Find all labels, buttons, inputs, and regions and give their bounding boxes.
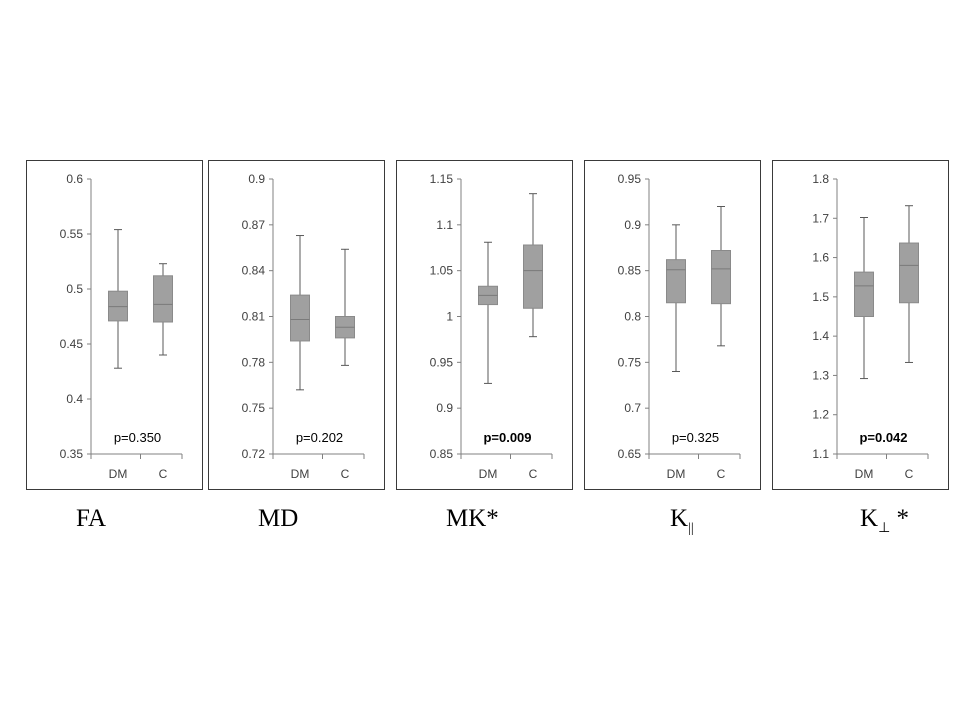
y-tick-label: 0.95 xyxy=(618,172,642,186)
box-dm xyxy=(290,235,310,391)
box-c xyxy=(153,263,173,356)
panel-caption-3: MK* xyxy=(446,505,499,533)
y-tick-label: 0.75 xyxy=(242,401,266,415)
box-dm xyxy=(854,217,874,380)
p-value-label: p=0.202 xyxy=(296,430,343,445)
box-iqr xyxy=(711,250,731,305)
box-iqr xyxy=(290,294,310,342)
y-tick-label: 0.35 xyxy=(60,447,84,461)
box-iqr xyxy=(666,259,686,304)
x-category-label: DM xyxy=(109,467,128,481)
x-category-label: DM xyxy=(667,467,686,481)
y-tick-label: 1.2 xyxy=(812,408,829,422)
x-category-label: DM xyxy=(291,467,310,481)
box-c xyxy=(523,193,543,338)
box-iqr xyxy=(523,244,543,309)
y-tick-label: 0.81 xyxy=(242,310,266,324)
y-tick-label: 1.4 xyxy=(812,329,829,343)
y-tick-label: 0.4 xyxy=(66,392,83,406)
box-iqr xyxy=(854,271,874,317)
caption-subscript: || xyxy=(688,521,694,536)
y-tick-label: 1.1 xyxy=(436,218,453,232)
p-value-label: p=0.009 xyxy=(483,430,531,445)
p-value-label: p=0.325 xyxy=(672,430,719,445)
y-tick-label: 1.15 xyxy=(430,172,454,186)
caption-main: MK* xyxy=(446,505,499,532)
y-tick-label: 0.72 xyxy=(242,447,266,461)
chart-svg: 0.85 0.9 0.95 1 1.05 1.1 1.15 DM Cp=0.009 xyxy=(430,172,553,481)
x-category-label: C xyxy=(341,467,350,481)
y-tick-label: 0.65 xyxy=(618,447,642,461)
box-iqr xyxy=(899,242,919,304)
y-tick-label: 0.9 xyxy=(248,172,265,186)
y-tick-label: 0.45 xyxy=(60,337,84,351)
x-category-label: DM xyxy=(479,467,498,481)
y-tick-label: 0.9 xyxy=(624,218,641,232)
chart-svg: 0.35 0.4 0.45 0.5 0.55 0.6 DM Cp=0.350 xyxy=(60,172,183,481)
caption-main: MD xyxy=(258,505,299,532)
p-value-label: p=0.042 xyxy=(859,430,907,445)
panel-caption-5: K⊥ * xyxy=(860,505,909,537)
box-dm xyxy=(478,241,498,384)
box-dm xyxy=(666,224,686,372)
y-tick-label: 1.3 xyxy=(812,368,829,382)
y-tick-label: 1.1 xyxy=(812,447,829,461)
p-value-label: p=0.350 xyxy=(114,430,161,445)
y-tick-label: 0.5 xyxy=(66,282,83,296)
y-tick-label: 0.75 xyxy=(618,355,642,369)
y-tick-label: 1.05 xyxy=(430,264,454,278)
caption-subscript: ⊥ xyxy=(878,521,891,536)
panel-caption-4: K|| xyxy=(670,505,694,537)
panel-caption-2: MD xyxy=(258,505,298,533)
x-category-label: DM xyxy=(855,467,874,481)
y-tick-label: 0.85 xyxy=(618,264,642,278)
y-tick-label: 0.8 xyxy=(624,310,641,324)
y-tick-label: 1.7 xyxy=(812,211,829,225)
box-c xyxy=(899,205,919,363)
y-tick-label: 0.85 xyxy=(430,447,454,461)
x-category-label: C xyxy=(529,467,538,481)
caption-main: K xyxy=(860,505,879,532)
y-tick-label: 1.8 xyxy=(812,172,829,186)
x-category-label: C xyxy=(905,467,914,481)
caption-main: FA xyxy=(76,505,107,532)
y-tick-label: 0.78 xyxy=(242,355,266,369)
y-tick-label: 0.9 xyxy=(436,401,453,415)
x-category-label: C xyxy=(159,467,168,481)
y-tick-label: 0.7 xyxy=(624,401,641,415)
y-tick-label: 0.95 xyxy=(430,355,454,369)
y-tick-label: 0.6 xyxy=(66,172,83,186)
x-category-label: C xyxy=(717,467,726,481)
y-tick-label: 0.84 xyxy=(242,264,266,278)
y-tick-label: 0.55 xyxy=(60,227,84,241)
y-tick-label: 1.5 xyxy=(812,290,829,304)
y-tick-label: 1 xyxy=(446,310,453,324)
box-dm xyxy=(108,229,128,369)
caption-suffix: * xyxy=(890,505,910,532)
box-c xyxy=(335,248,355,366)
chart-svg: 0.72 0.75 0.78 0.81 0.84 0.87 0.9 DM Cp=0.202 xyxy=(242,172,365,481)
caption-main: K xyxy=(670,505,689,532)
y-tick-label: 1.6 xyxy=(812,251,829,265)
chart-svg: 1.1 1.2 1.3 1.4 1.5 1.6 1.7 1.8 DM Cp=0.042 xyxy=(812,172,929,481)
box-c xyxy=(711,206,731,347)
y-tick-label: 0.87 xyxy=(242,218,266,232)
box-iqr xyxy=(153,275,173,323)
box-iqr xyxy=(108,290,128,322)
panel-caption-1: FA xyxy=(76,505,106,533)
chart-svg: 0.65 0.7 0.75 0.8 0.85 0.9 0.95 DM Cp=0.325 xyxy=(618,172,741,481)
